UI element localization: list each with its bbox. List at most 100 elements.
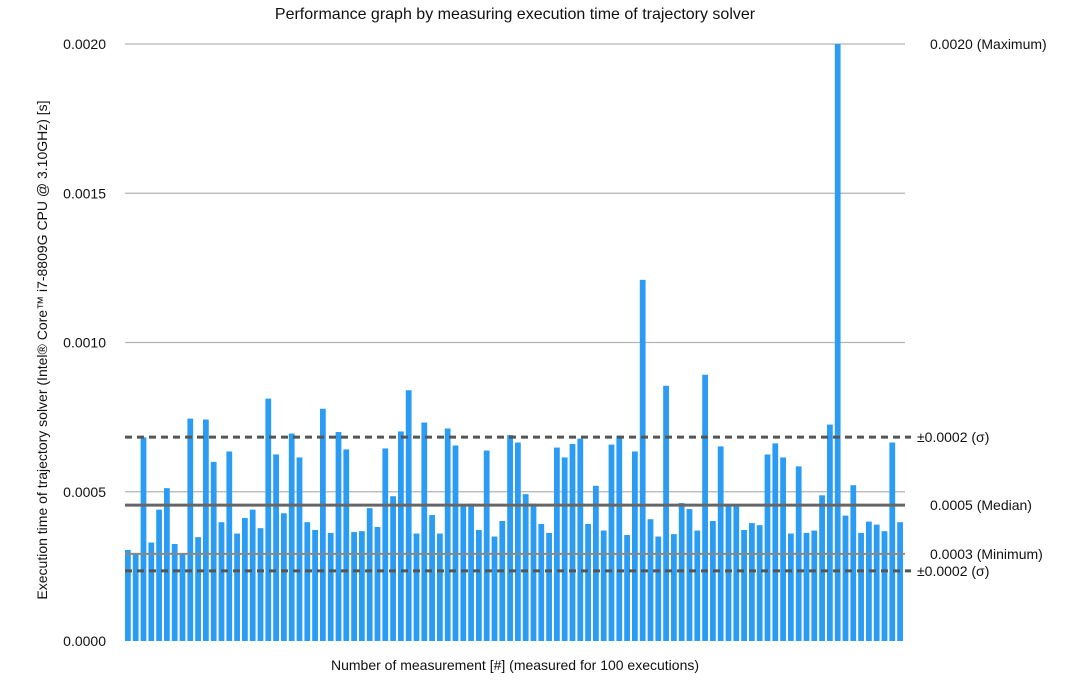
bar (819, 495, 825, 641)
bar (632, 451, 638, 641)
bar (624, 535, 630, 641)
bar (226, 451, 233, 641)
bar (780, 457, 786, 641)
bar (390, 496, 396, 641)
bar (351, 532, 357, 641)
bar (561, 457, 568, 641)
reference-line-label: 0.0005 (Median) (930, 497, 1032, 513)
reference-line-label: ±0.0002 (σ) (917, 563, 989, 579)
y-tick-label: 0.0020 (63, 36, 106, 52)
bar (218, 522, 225, 641)
bar (359, 531, 365, 641)
bar (413, 533, 420, 641)
bar (811, 530, 818, 641)
chart-title: Performance graph by measuring execution… (274, 6, 756, 23)
bar (616, 435, 623, 641)
bar (281, 513, 287, 641)
bar (273, 454, 279, 641)
bar (437, 533, 443, 641)
bar (125, 549, 131, 641)
y-tick-label: 0.0015 (63, 185, 106, 201)
bar (421, 422, 428, 641)
bar (320, 408, 326, 641)
bar (140, 437, 147, 641)
bar (335, 432, 342, 641)
bar (741, 529, 747, 641)
bar (764, 454, 771, 641)
bar (647, 519, 654, 641)
bar (265, 398, 272, 641)
bar (257, 528, 264, 641)
bar (600, 530, 607, 641)
bar (749, 523, 755, 641)
bar (577, 438, 584, 641)
bar (343, 449, 350, 641)
y-tick-label: 0.0000 (63, 633, 106, 649)
reference-line-label: 0.0020 (Maximum) (930, 36, 1047, 52)
bar (538, 523, 545, 641)
bar (210, 461, 217, 641)
bar (296, 457, 303, 641)
bar (671, 534, 677, 641)
bar (772, 443, 779, 641)
bar (897, 522, 903, 641)
bar (132, 552, 139, 641)
bar (304, 522, 311, 641)
bar (366, 508, 373, 641)
bar (203, 419, 209, 641)
bar (476, 529, 482, 641)
reference-line-label: ±0.0002 (σ) (917, 429, 989, 445)
bar (827, 424, 833, 641)
bar (483, 450, 490, 641)
bar (374, 526, 381, 641)
bar (171, 543, 178, 641)
bar (546, 532, 552, 641)
bar (655, 536, 662, 641)
bar (733, 504, 740, 641)
bar (850, 485, 857, 641)
bar (491, 536, 498, 641)
bar (312, 529, 318, 641)
bar (398, 431, 404, 641)
bar (881, 531, 888, 641)
bar (834, 44, 841, 641)
x-axis-label: Number of measurement [#] (measured for … (330, 657, 700, 673)
bar (694, 530, 701, 641)
bar (164, 488, 170, 641)
bar (756, 525, 763, 641)
bar (499, 521, 506, 641)
bar (788, 533, 794, 641)
bar (803, 532, 810, 641)
bar (593, 485, 599, 641)
bar (554, 447, 560, 641)
bar (710, 521, 716, 641)
bar (608, 444, 615, 641)
bar (429, 515, 435, 641)
bar (242, 518, 248, 641)
bar (663, 385, 669, 641)
reference-line-label: 0.0003 (Minimum) (930, 546, 1043, 562)
bar (405, 390, 412, 641)
bar (460, 505, 467, 641)
bar (717, 446, 724, 641)
bar (179, 553, 186, 641)
bar (288, 433, 295, 641)
bar (889, 442, 896, 641)
bar (195, 537, 201, 641)
bar (249, 509, 256, 641)
bar (873, 524, 880, 641)
bar (148, 542, 155, 641)
y-tick-label: 0.0010 (63, 335, 106, 351)
bar (858, 532, 864, 641)
bar (702, 374, 708, 641)
bar (522, 494, 529, 641)
bar (686, 509, 693, 641)
bar (444, 428, 451, 641)
bar (468, 503, 474, 641)
bar (156, 509, 162, 641)
bar (327, 532, 334, 641)
bar (452, 445, 459, 641)
bar (515, 442, 521, 641)
bar (585, 523, 591, 641)
